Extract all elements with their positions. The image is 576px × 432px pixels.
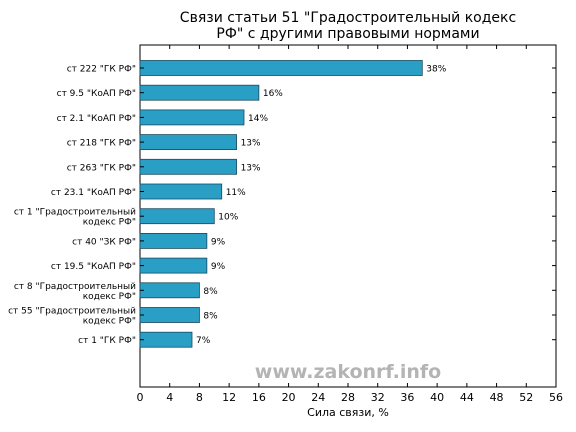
bar [139,307,200,323]
category-label-line: ст 23.1 "КоАП РФ" [51,188,136,198]
x-tick-label: 32 [371,391,385,404]
category-label-line: ст 1 "Градостроительный [14,208,136,218]
watermark-text: www.zakonrf.info [255,361,441,383]
x-tick-label: 44 [460,391,474,404]
category-label: ст 2.1 "КоАП РФ" [57,114,136,124]
bar-value-label: 13% [241,139,261,149]
bar [139,134,237,151]
x-tick-label: 24 [311,391,325,404]
category-label: ст 8 "Градостроительный кодекс РФ" [14,282,136,302]
bar-value-label: 9% [211,262,226,272]
bar [139,158,237,175]
category-label-line: ст 263 "ГК РФ" [67,163,136,173]
x-axis-label: Сила связи, % [307,406,389,419]
category-label: ст 1 "ГК РФ" [78,336,136,346]
category-label-line: ст 8 "Градостроительный [14,282,136,292]
bar-value-label: 38% [426,65,446,75]
category-label-line: ст 19.5 "КоАП РФ" [51,262,136,272]
x-tick-label: 28 [341,391,355,404]
bar-value-label: 11% [226,188,246,198]
bar-value-label: 8% [203,312,218,322]
x-tick-label: 16 [252,391,266,404]
bar [139,232,208,249]
category-label: ст 218 "ГК РФ" [67,139,136,149]
bar [139,109,245,126]
category-label: ст 1 "Градостроительный кодекс РФ" [14,208,136,228]
x-tick-label: 40 [430,391,444,404]
category-label: ст 19.5 "КоАП РФ" [51,262,136,272]
x-tick-label: 20 [282,391,296,404]
x-tick-label: 12 [222,391,236,404]
category-label: ст 263 "ГК РФ" [67,163,136,173]
bar [139,208,215,225]
category-label-line: кодекс РФ" [83,218,136,228]
category-label: ст 9.5 "КоАП РФ" [57,89,136,99]
bar-value-label: 14% [248,114,268,124]
category-label: ст 222 "ГК РФ" [67,65,136,75]
bar-value-label: 7% [196,336,211,346]
x-tick-label: 56 [549,391,563,404]
category-label-line: ст 9.5 "КоАП РФ" [57,89,136,99]
bar-value-label: 8% [203,287,218,297]
x-tick-label: 4 [166,391,173,404]
category-label-line: ст 2.1 "КоАП РФ" [57,114,136,124]
x-tick-label: 8 [196,391,203,404]
category-label-line: ст 55 "Градостроительный [8,307,136,317]
x-tick-label: 36 [400,391,414,404]
category-label-line: кодекс РФ" [83,317,136,327]
category-label-line: ст 40 "ЗК РФ" [72,237,136,247]
category-label-line: ст 222 "ГК РФ" [67,65,136,75]
category-label: ст 23.1 "КоАП РФ" [51,188,136,198]
category-label: ст 40 "ЗК РФ" [72,237,136,247]
bar [139,60,423,76]
bar [139,183,223,200]
bar [139,331,193,348]
category-label-line: кодекс РФ" [83,292,136,302]
bar [139,84,260,101]
bar [139,257,208,274]
chart-title-line-1: Связи статьи 51 "Градостроительный кодек… [179,10,517,26]
x-tick-label: 0 [137,391,144,404]
bar-value-label: 9% [211,237,226,247]
category-label-line: ст 1 "ГК РФ" [78,336,136,346]
bar-value-label: 13% [241,163,261,173]
bar-value-label: 16% [263,89,283,99]
bar-value-label: 10% [218,213,238,223]
bar [139,282,200,299]
category-label-line: ст 218 "ГК РФ" [67,139,136,149]
category-label: ст 55 "Градостроительный кодекс РФ" [8,307,136,327]
x-tick-label: 48 [490,391,504,404]
x-tick-label: 52 [519,391,533,404]
chart-title-line-2: РФ" с другими правовыми нормами [216,26,480,42]
